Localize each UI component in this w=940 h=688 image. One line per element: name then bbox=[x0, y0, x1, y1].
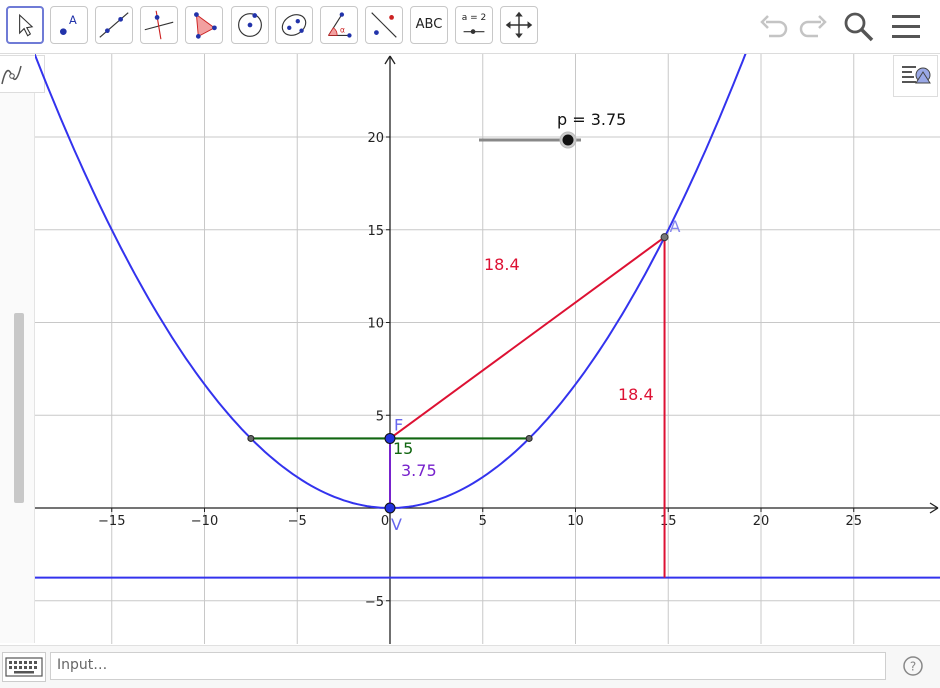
keyboard-button[interactable] bbox=[2, 652, 46, 682]
circle-tool-button[interactable] bbox=[231, 6, 269, 44]
y-tick-label: 5 bbox=[376, 409, 384, 424]
vertex-point[interactable] bbox=[384, 502, 396, 514]
a-to-directrix-length-label: 18.4 bbox=[618, 385, 654, 404]
undo-icon bbox=[760, 15, 788, 38]
focus-label: F bbox=[394, 415, 403, 434]
perpendicular-icon bbox=[144, 10, 174, 40]
search-icon bbox=[844, 12, 874, 42]
vertex-label: V bbox=[391, 515, 402, 534]
parabola-curve[interactable] bbox=[35, 54, 798, 510]
y-tick-label: −5 bbox=[365, 595, 384, 610]
point-tool-label: A bbox=[69, 13, 77, 27]
focus-point[interactable] bbox=[384, 432, 396, 444]
svg-text:?: ? bbox=[910, 660, 916, 674]
text-tool-button[interactable]: ABC bbox=[410, 6, 448, 44]
latus-rectum-length-label: 15 bbox=[393, 439, 413, 458]
x-tick-label: 20 bbox=[753, 514, 770, 529]
text-tool-label: ABC bbox=[415, 17, 443, 32]
y-tick-label: 10 bbox=[367, 317, 384, 332]
help-button[interactable]: ? bbox=[902, 655, 924, 677]
move-view-icon bbox=[505, 11, 533, 39]
search-button[interactable] bbox=[842, 10, 876, 44]
algebra-view-strip bbox=[0, 93, 35, 643]
point-tool-button[interactable]: A bbox=[50, 6, 88, 44]
angle-tool-button[interactable]: α bbox=[320, 6, 358, 44]
undo-button[interactable] bbox=[757, 10, 791, 44]
svg-text:α: α bbox=[340, 26, 345, 35]
menu-icon bbox=[892, 15, 920, 38]
x-axis-arrow bbox=[929, 502, 939, 514]
x-tick-label: −10 bbox=[191, 514, 218, 529]
x-tick-label: 10 bbox=[567, 514, 584, 529]
focus-vertex-length-label: 3.75 bbox=[401, 461, 437, 480]
side-scrollbar[interactable] bbox=[14, 313, 24, 503]
move-graphics-view-tool-button[interactable] bbox=[500, 6, 538, 44]
y-tick-label: 20 bbox=[367, 131, 384, 146]
style-bar-icon bbox=[902, 66, 931, 84]
slider-icon bbox=[463, 29, 485, 34]
x-tick-label: −15 bbox=[98, 514, 125, 529]
latus-right-endpoint[interactable] bbox=[525, 434, 533, 442]
polygon-icon bbox=[194, 12, 217, 39]
redo-button[interactable] bbox=[796, 10, 830, 44]
ellipse-icon bbox=[281, 14, 307, 36]
style-bar-toggle[interactable] bbox=[893, 55, 938, 97]
y-axis-arrow bbox=[384, 55, 396, 65]
graphics-view[interactable]: −15 −10 −5 0 5 10 15 20 25 20 15 10 5 −5 A F V 18.4 18.4 3.… bbox=[35, 54, 940, 644]
y-tick-label: 15 bbox=[367, 224, 384, 239]
slider-p-label: p = 3.75 bbox=[557, 110, 626, 129]
circle-icon bbox=[238, 13, 262, 37]
x-tick-label: 25 bbox=[845, 514, 862, 529]
latus-left-endpoint[interactable] bbox=[247, 434, 255, 442]
redo-icon bbox=[799, 15, 827, 38]
point-icon: A bbox=[60, 13, 77, 35]
point-a-label: A bbox=[670, 217, 681, 236]
focus-to-a-segment[interactable] bbox=[389, 236, 666, 440]
input-bar: Input… ? bbox=[0, 645, 940, 688]
polygon-tool-button[interactable] bbox=[185, 6, 223, 44]
x-tick-label: 0 bbox=[381, 514, 389, 529]
slider-tool-label: a = 2 bbox=[461, 13, 487, 23]
arrow-cursor-icon bbox=[19, 13, 34, 37]
reflect-tool-button[interactable] bbox=[365, 6, 403, 44]
input-field[interactable]: Input… bbox=[50, 652, 886, 680]
slider-p-knob[interactable] bbox=[562, 134, 574, 146]
algebra-graph-icon bbox=[1, 65, 22, 85]
keyboard-icon bbox=[5, 657, 43, 677]
focus-to-a-length-label: 18.4 bbox=[484, 255, 520, 274]
help-icon: ? bbox=[903, 656, 923, 676]
slider-tool-button[interactable]: a = 2 bbox=[455, 6, 493, 44]
algebra-view-toggle[interactable] bbox=[0, 55, 45, 93]
main-menu-button[interactable] bbox=[889, 10, 923, 44]
angle-icon: α bbox=[327, 12, 352, 38]
line-icon bbox=[99, 12, 129, 38]
line-tool-button[interactable] bbox=[95, 6, 133, 44]
x-tick-label: 15 bbox=[660, 514, 677, 529]
perpendicular-line-tool-button[interactable] bbox=[140, 6, 178, 44]
reflect-icon bbox=[371, 12, 397, 38]
move-tool-button[interactable] bbox=[6, 6, 44, 44]
toolbar: A α ABC a = 2 bbox=[0, 0, 940, 54]
point-a[interactable] bbox=[660, 233, 669, 242]
x-tick-label: 5 bbox=[479, 514, 487, 529]
x-tick-label: −5 bbox=[288, 514, 307, 529]
conic-tool-button[interactable] bbox=[275, 6, 313, 44]
